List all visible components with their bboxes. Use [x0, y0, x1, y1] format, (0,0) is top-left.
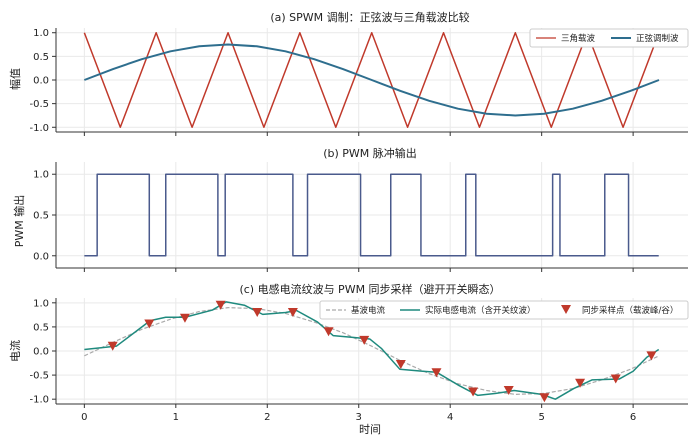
- y-tick-label: 0.0: [33, 347, 49, 358]
- legend-actual-label: 实际电感电流（含开关纹波）: [425, 305, 536, 316]
- panel-a-axes: [55, 28, 688, 136]
- y-tick-label: 0.5: [33, 322, 49, 333]
- y-tick-label: 0.0: [33, 76, 49, 87]
- x-tick-label: 2: [264, 412, 270, 423]
- sample-point: [646, 351, 657, 361]
- panel-c-axes: [55, 298, 688, 408]
- panel-a-series: [83, 31, 660, 129]
- y-tick-label: 1.0: [33, 170, 49, 181]
- panel-c-legend-box: [319, 300, 689, 320]
- panel-c-xticks: 0 1 2 3 4 5 6: [81, 412, 636, 423]
- panel-b-ylabel: PWM 输出: [12, 195, 26, 248]
- y-tick-label: 0.0: [33, 251, 49, 262]
- x-tick-label: 1: [173, 412, 179, 423]
- series-line: [84, 301, 660, 400]
- legend-sample-marker: [561, 305, 571, 314]
- panel-c-ylabel: 电流: [8, 340, 22, 362]
- y-tick-label: -0.5: [29, 371, 49, 382]
- sample-point: [610, 374, 621, 384]
- sample-point: [503, 386, 514, 396]
- x-tick-label: 0: [81, 412, 87, 423]
- sample-point: [323, 327, 334, 337]
- y-tick-label: -1.0: [29, 123, 49, 134]
- panel-a-yticks: -1.0 -0.5 0.0 0.5 1.0: [29, 28, 56, 134]
- y-tick-label: -1.0: [29, 395, 49, 406]
- sample-point: [539, 393, 550, 403]
- panel-c: (c) 电感电流纹波与 PWM 同步采样（避开开关瞬态） 电流 -1.0 -0.5…: [8, 282, 689, 436]
- sample-point: [144, 319, 155, 329]
- legend-sine-label: 正弦调制波: [636, 33, 679, 44]
- panel-c-series: [84, 300, 660, 403]
- series-line: [83, 43, 660, 117]
- panel-b-series: [84, 173, 659, 257]
- y-tick-label: 0.5: [33, 52, 49, 63]
- y-tick-label: 1.0: [33, 298, 49, 309]
- sample-point: [431, 368, 442, 378]
- x-tick-label: 3: [356, 412, 362, 423]
- panel-a: (a) SPWM 调制：正弦波与三角载波比较 幅值 -1.0 -0.5 0.0 0.5…: [9, 10, 689, 136]
- panel-b-title: (b) PWM 脉冲输出: [323, 146, 417, 160]
- y-tick-label: 0.5: [33, 211, 49, 222]
- sample-point: [179, 313, 190, 323]
- sample-point: [107, 341, 118, 351]
- sample-point: [215, 300, 226, 310]
- panel-b-grid: [56, 162, 688, 268]
- sample-point: [287, 307, 298, 317]
- sample-point: [359, 335, 370, 345]
- panel-b-yticks: 0.0 0.5 1.0: [33, 170, 56, 262]
- series-line: [83, 31, 660, 129]
- sample-point: [252, 307, 263, 317]
- x-tick-label: 5: [538, 412, 544, 423]
- panel-a-legend-box: [529, 28, 689, 48]
- legend-sample-label: 同步采样点（载波峰/谷）: [582, 305, 678, 316]
- panel-c-title: (c) 电感电流纹波与 PWM 同步采样（避开开关瞬态）: [239, 282, 500, 296]
- y-tick-label: 1.0: [33, 28, 49, 39]
- series-line: [84, 173, 659, 257]
- panel-c-legend: 基波电流 实际电感电流（含开关纹波） 同步采样点（载波峰/谷）: [319, 300, 689, 320]
- legend-carrier-label: 三角载波: [561, 33, 596, 44]
- panel-c-yticks: -1.0 -0.5 0.0 0.5 1.0: [29, 298, 56, 406]
- sample-point: [395, 360, 406, 370]
- panel-a-ylabel: 幅值: [9, 68, 22, 90]
- x-axis-label: 时间: [359, 423, 381, 436]
- y-tick-label: -0.5: [29, 99, 49, 110]
- legend-fundamental-label: 基波电流: [351, 305, 386, 316]
- panel-a-title: (a) SPWM 调制：正弦波与三角载波比较: [270, 10, 469, 24]
- x-tick-label: 6: [630, 412, 636, 423]
- sample-point: [468, 387, 479, 397]
- sample-point: [575, 378, 586, 388]
- panel-b: (b) PWM 脉冲输出 PWM 输出 0.0 0.5 1.0: [12, 146, 688, 272]
- panel-a-legend: 三角载波 正弦调制波: [529, 28, 689, 48]
- panel-b-axes: [55, 162, 688, 272]
- x-tick-label: 4: [447, 412, 453, 423]
